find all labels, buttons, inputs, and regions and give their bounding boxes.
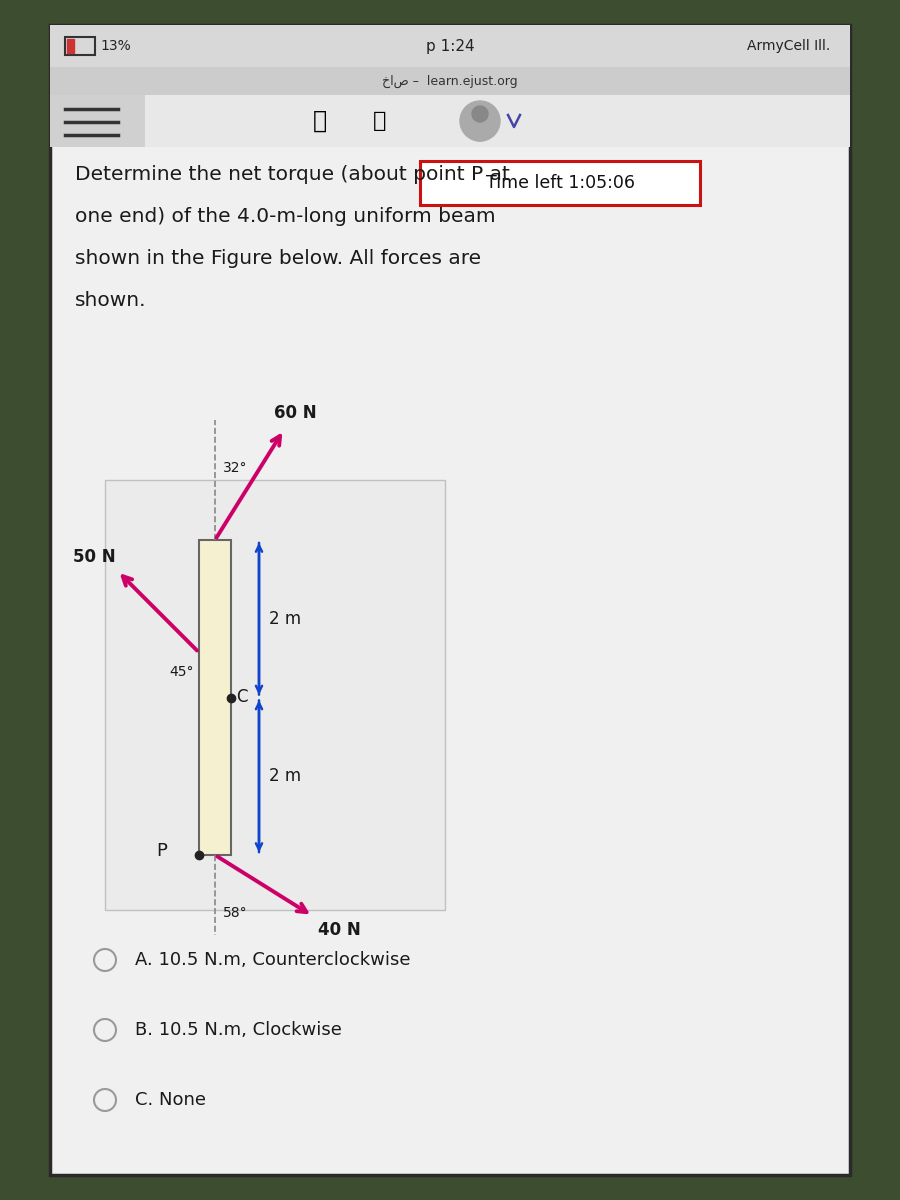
Text: p 1:24: p 1:24 — [426, 38, 474, 54]
Text: A. 10.5 N.m, Counterclockwise: A. 10.5 N.m, Counterclockwise — [135, 950, 410, 970]
Text: 60 N: 60 N — [274, 403, 317, 421]
Bar — [199, 540, 231, 854]
Text: C. None: C. None — [135, 1091, 206, 1109]
Text: 2 m: 2 m — [269, 767, 302, 785]
Bar — [65, 37, 95, 55]
Text: P: P — [156, 842, 167, 860]
Bar — [50, 25, 850, 1175]
Bar — [50, 95, 850, 146]
Text: 13%: 13% — [100, 38, 130, 53]
Circle shape — [467, 115, 493, 140]
Text: 50 N: 50 N — [73, 548, 115, 566]
Text: Time left 1:05:06: Time left 1:05:06 — [485, 174, 634, 192]
Text: ArmyCell Ill.: ArmyCell Ill. — [747, 38, 830, 53]
Text: 40 N: 40 N — [318, 920, 360, 938]
Bar — [420, 161, 700, 205]
Text: 58°: 58° — [223, 906, 248, 920]
Bar — [50, 25, 850, 67]
Text: shown.: shown. — [75, 290, 147, 310]
Bar — [105, 480, 445, 910]
Text: 💬: 💬 — [374, 110, 387, 131]
Circle shape — [472, 106, 488, 122]
Text: 45°: 45° — [169, 666, 194, 679]
Bar — [50, 95, 145, 146]
Text: B. 10.5 N.m, Clockwise: B. 10.5 N.m, Clockwise — [135, 1021, 342, 1039]
Bar — [67, 38, 74, 53]
Text: one end) of the 4.0-m-long uniform beam: one end) of the 4.0-m-long uniform beam — [75, 206, 496, 226]
Circle shape — [460, 101, 500, 140]
Text: خاص –  learn.ejust.org: خاص – learn.ejust.org — [382, 74, 518, 88]
Text: 🔔: 🔔 — [313, 109, 327, 133]
Text: 2 m: 2 m — [269, 610, 302, 628]
Text: 32°: 32° — [223, 461, 248, 475]
Text: Determine the net torque (about point P at: Determine the net torque (about point P … — [75, 164, 510, 184]
Text: C: C — [236, 689, 248, 707]
Text: shown in the Figure below. All forces are: shown in the Figure below. All forces ar… — [75, 248, 482, 268]
Bar — [50, 67, 850, 95]
